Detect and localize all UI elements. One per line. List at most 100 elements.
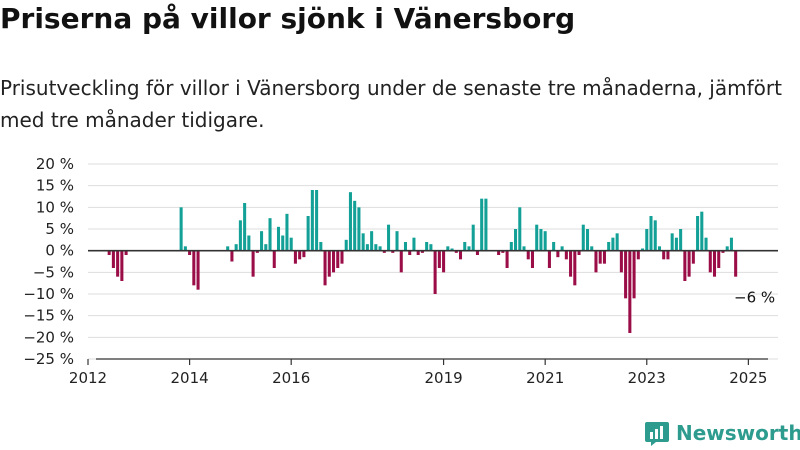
bar <box>497 250 501 255</box>
bar <box>425 242 429 251</box>
bar <box>285 213 289 251</box>
bar <box>306 216 310 251</box>
bar <box>518 207 522 251</box>
bar <box>657 246 661 251</box>
bar <box>653 220 657 251</box>
bar <box>344 239 348 251</box>
bar <box>602 250 606 264</box>
y-tick-label: 20 % <box>36 155 74 173</box>
bar <box>387 224 391 251</box>
bar-chart: 20 % 15 % 10 % 5 % 0 % −5 % −10 % −15 % −20 % −25… <box>23 155 778 387</box>
y-tick-label: 5 % <box>45 220 74 238</box>
bar <box>260 231 264 251</box>
bar <box>674 237 678 251</box>
bar <box>670 233 674 251</box>
bar <box>611 237 615 251</box>
bar <box>526 250 530 260</box>
bar <box>649 216 653 251</box>
y-tick-label: −20 % <box>23 328 74 346</box>
bar <box>196 250 200 290</box>
bar <box>340 250 344 264</box>
bar <box>378 246 382 251</box>
bar <box>310 190 314 251</box>
bar <box>662 250 666 260</box>
x-tick-label: 2016 <box>272 369 310 387</box>
bar <box>412 237 416 251</box>
bar <box>298 250 302 260</box>
bar <box>111 250 115 268</box>
x-tick-label: 2021 <box>526 369 564 387</box>
bar <box>226 246 230 251</box>
bar <box>624 250 628 299</box>
bar <box>708 250 712 273</box>
bar <box>683 250 687 281</box>
y-tick-label: −25 % <box>23 350 74 368</box>
bar <box>717 250 721 268</box>
bar <box>348 192 352 251</box>
bar <box>370 231 374 251</box>
y-axis-labels: 20 % 15 % 10 % 5 % 0 % −5 % −10 % −15 % −20 % −25… <box>23 155 74 368</box>
bar <box>319 242 323 251</box>
bar <box>374 244 378 251</box>
bar <box>484 198 488 251</box>
bar <box>696 216 700 251</box>
bar <box>458 250 463 260</box>
bars <box>107 190 738 333</box>
bar <box>463 242 467 251</box>
x-tick-label: 2023 <box>628 369 666 387</box>
brand-name: Newsworthy <box>676 421 800 445</box>
bar <box>255 250 259 253</box>
bar <box>276 226 281 251</box>
newsworthy-brand[interactable]: Newsworthy <box>644 419 800 447</box>
bar <box>403 242 408 251</box>
bar <box>564 250 568 260</box>
bar <box>581 224 585 251</box>
bar <box>539 229 543 251</box>
bar <box>632 250 636 299</box>
bar <box>467 246 471 251</box>
latest-value-label: −6 % <box>734 289 775 307</box>
bar <box>264 244 268 251</box>
bar <box>501 250 505 253</box>
bar <box>475 250 479 255</box>
x-tick-label: 2012 <box>69 369 107 387</box>
bar <box>268 218 272 251</box>
bar-chart-logo-icon <box>645 422 669 446</box>
bar <box>547 250 551 268</box>
bar <box>509 242 513 251</box>
bar <box>124 250 128 255</box>
bar <box>734 250 738 277</box>
y-tick-label: −10 % <box>23 285 74 303</box>
bar <box>522 246 526 251</box>
bar <box>442 250 446 273</box>
bar <box>590 246 594 251</box>
bar <box>120 250 124 281</box>
bar <box>429 244 433 251</box>
bar <box>179 207 183 251</box>
bar <box>382 250 386 253</box>
bar <box>395 231 399 251</box>
bar <box>543 231 547 251</box>
x-tick-label: 2025 <box>729 369 767 387</box>
bar <box>607 242 611 251</box>
x-axis: 2012 2014 2016 2019 2021 2023 2025 <box>69 358 768 387</box>
bar <box>361 233 365 251</box>
bar <box>391 250 395 253</box>
bar <box>628 250 632 333</box>
bar <box>116 250 120 277</box>
y-tick-label: −5 % <box>33 263 74 281</box>
bar <box>619 250 623 273</box>
bar <box>552 242 556 251</box>
y-tick-label: 0 % <box>45 242 74 260</box>
bar <box>725 246 729 251</box>
y-tick-label: −15 % <box>23 307 74 325</box>
bar <box>666 250 670 260</box>
bar <box>247 235 251 251</box>
bar <box>336 250 340 268</box>
bar <box>569 250 573 277</box>
bar <box>679 229 683 251</box>
bar <box>691 250 695 264</box>
x-tick-label: 2014 <box>171 369 209 387</box>
bar <box>332 250 336 273</box>
bar <box>416 250 420 255</box>
